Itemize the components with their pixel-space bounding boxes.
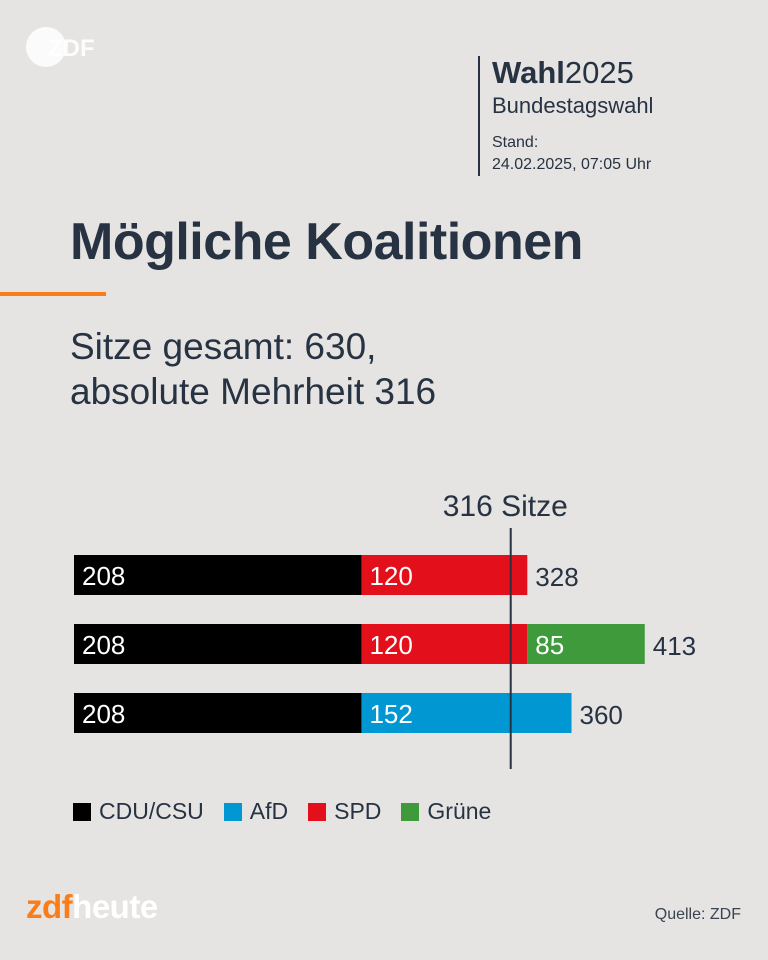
bar-segment — [361, 555, 528, 595]
legend-label: CDU/CSU — [99, 798, 204, 824]
stand-info: Stand: 24.02.2025, 07:05 Uhr — [492, 132, 653, 176]
page-title: Mögliche Koalitionen — [70, 213, 583, 271]
legend-label: SPD — [334, 798, 382, 824]
accent-line — [0, 292, 106, 296]
legend-swatch — [73, 802, 91, 821]
bar-segment-label: 208 — [82, 699, 125, 729]
election-subtitle: Bundestagswahl — [492, 93, 654, 118]
seat-info: Sitze gesamt: 630, absolute Mehrheit 316 — [70, 324, 436, 414]
bar-segment-label: 120 — [369, 630, 412, 660]
row-total-label: 360 — [580, 700, 623, 730]
legend-item: SPD — [308, 798, 381, 825]
bar-segment-label: 152 — [369, 699, 412, 729]
seat-info-line1: Sitze gesamt: 630, — [70, 326, 377, 367]
majority-label: 316 Sitze — [443, 490, 568, 523]
legend-swatch — [401, 802, 420, 821]
legend-item: CDU/CSU — [73, 798, 204, 825]
source-note: Quelle: ZDF — [654, 906, 741, 923]
seat-info-line2: absolute Mehrheit 316 — [70, 371, 437, 412]
legend-label: Grüne — [427, 798, 492, 824]
zdfheute-logo: zdfheute — [26, 888, 158, 926]
bar-segment — [361, 693, 572, 733]
chart-legend: CDU/CSU AfD SPD Grüne — [73, 798, 491, 825]
bar-segment — [74, 624, 362, 664]
coalition-chart: 208 120 328 208 120 85 413 208 152 360 316 Sitze — [74, 490, 696, 769]
legend-swatch — [223, 802, 242, 821]
election-title-bold: Wahl — [492, 55, 565, 90]
stand-label: Stand: — [492, 134, 539, 151]
row-total-label: 328 — [535, 562, 578, 592]
bar-segment — [527, 624, 645, 664]
election-header: Wahl2025 Bundestagswahl Stand: 24.02.202… — [478, 56, 653, 176]
brand-heute: heute — [72, 888, 158, 925]
legend-swatch — [308, 802, 327, 821]
bar-segment-label: 208 — [82, 561, 125, 591]
election-title: Wahl2025 — [492, 56, 653, 90]
bar-segment-label: 120 — [369, 561, 412, 591]
bar-segment — [361, 624, 528, 664]
bar-segment-label: 208 — [82, 630, 125, 660]
bar-segment — [74, 555, 362, 595]
zdf-logo: ZDF — [26, 27, 95, 67]
legend-label: AfD — [249, 798, 289, 824]
brand-zdf: zdf — [26, 888, 73, 925]
zdf-logo-text: ZDF — [48, 35, 95, 62]
row-total-label: 413 — [653, 631, 696, 661]
election-title-year: 2025 — [564, 55, 634, 90]
legend-item: AfD — [223, 798, 289, 825]
bar-segment — [74, 693, 362, 733]
legend-item: Grüne — [401, 798, 491, 825]
stand-value: 24.02.2025, 07:05 Uhr — [492, 156, 652, 173]
bar-segment-label: 85 — [535, 630, 564, 660]
